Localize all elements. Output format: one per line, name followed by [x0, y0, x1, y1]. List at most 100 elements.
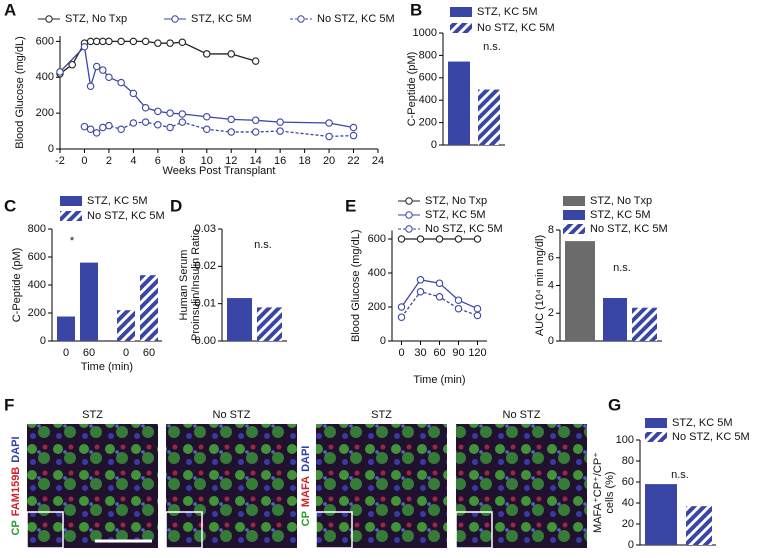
point — [473, 304, 482, 313]
legend-swatch — [645, 432, 667, 442]
legend-label: No STZ, KC 5M — [590, 223, 668, 235]
bar — [478, 89, 500, 145]
stain-name: CP — [10, 520, 22, 535]
x-tick-label: 24 — [372, 155, 384, 167]
micrograph-title: No STZ — [213, 409, 251, 421]
y-tick-label: 800 — [28, 223, 46, 235]
point — [227, 50, 235, 58]
y-tick-label: 400 — [36, 71, 54, 83]
y-tick-label: 0 — [48, 143, 54, 155]
y-tick-label: 400 — [368, 267, 386, 279]
x-tick-label: 16 — [274, 155, 286, 167]
x-tick-label: 90 — [452, 347, 464, 359]
point — [92, 37, 101, 46]
point — [117, 125, 125, 134]
x-tick-label: 0 — [398, 347, 404, 359]
legend-marker — [171, 15, 179, 23]
panel-letter: E — [345, 196, 356, 215]
point — [397, 303, 406, 311]
x-tick-label: 10 — [201, 155, 213, 167]
bar — [140, 275, 158, 341]
point — [141, 103, 150, 112]
point — [99, 123, 107, 132]
legend-marker — [45, 15, 53, 23]
legend-label: No STZ, KC 5M — [425, 223, 503, 235]
y-tick-label: 0.03 — [195, 223, 216, 235]
point — [166, 123, 174, 132]
y-tick-label: 0 — [431, 139, 437, 151]
x-axis-label: Time (min) — [413, 374, 465, 386]
y-tick-label: 6 — [548, 252, 554, 264]
point — [117, 78, 125, 87]
micrograph-inset — [315, 511, 353, 549]
point — [397, 313, 406, 321]
legend-marker — [297, 15, 305, 23]
legend-swatch — [450, 7, 472, 17]
stain-name: DAPI — [10, 436, 22, 462]
y-tick-label: 0.01 — [195, 298, 216, 310]
micrograph-inset — [165, 511, 203, 549]
point — [349, 131, 358, 140]
annotation: n.s. — [254, 239, 272, 251]
legend-marker — [405, 225, 413, 233]
legend-label: No STZ, KC 5M — [672, 431, 750, 443]
x-tick-label: 60 — [83, 347, 95, 359]
point — [349, 123, 358, 132]
annotation: n.s. — [483, 41, 501, 53]
legend-swatch — [450, 23, 472, 33]
point — [129, 37, 138, 46]
y-tick-label: 600 — [28, 251, 46, 263]
panel-letter: G — [608, 395, 621, 414]
y-axis-label: Human Serum — [178, 250, 190, 321]
point — [129, 119, 138, 127]
panel-letter: F — [4, 395, 14, 414]
point — [397, 235, 406, 243]
bar — [227, 298, 252, 341]
y-tick-label: 2 — [548, 307, 554, 319]
point — [454, 235, 463, 243]
x-tick-label: 6 — [155, 155, 161, 167]
legend-swatch — [60, 211, 82, 221]
x-tick-label: 2 — [106, 155, 112, 167]
point — [454, 304, 463, 313]
stain-name: DAPI — [300, 446, 312, 472]
y-tick-label: 400 — [419, 94, 437, 106]
legend-label: No STZ, KC 5M — [87, 210, 165, 222]
y-tick-label: 200 — [368, 301, 386, 313]
point — [435, 293, 444, 301]
legend-label: STZ, KC 5M — [590, 209, 651, 221]
bar — [686, 506, 712, 545]
y-tick-label: 0.02 — [195, 260, 216, 272]
x-tick-label: 0 — [123, 347, 129, 359]
point — [154, 107, 162, 116]
point — [92, 62, 101, 71]
y-tick-label: 0 — [380, 335, 386, 347]
x-tick-label: 14 — [250, 155, 262, 167]
point — [227, 128, 235, 136]
micrograph-title: No STZ — [503, 409, 541, 421]
point — [276, 118, 284, 126]
point — [473, 311, 482, 320]
point — [473, 235, 482, 243]
point — [92, 129, 101, 137]
y-axis-label: C-Peptide (pM) — [11, 248, 23, 323]
point — [416, 287, 425, 296]
legend-label: STZ, KC 5M — [672, 417, 733, 429]
point — [454, 296, 463, 304]
point — [178, 110, 187, 118]
point — [141, 118, 150, 126]
micrograph-title: STZ — [371, 409, 392, 421]
micrograph-title: STZ — [82, 409, 103, 421]
x-tick-label: 60 — [143, 347, 155, 359]
point — [325, 132, 333, 141]
x-tick-label: 30 — [414, 347, 426, 359]
point — [80, 43, 89, 51]
x-tick-label: 60 — [433, 347, 445, 359]
x-tick-label: 18 — [298, 155, 310, 167]
legend-marker — [405, 197, 413, 205]
x-axis-label: Time (min) — [81, 361, 133, 373]
legend-label: No STZ, KC 5M — [477, 22, 555, 34]
panel-letter: A — [4, 0, 16, 19]
bar — [645, 484, 677, 545]
